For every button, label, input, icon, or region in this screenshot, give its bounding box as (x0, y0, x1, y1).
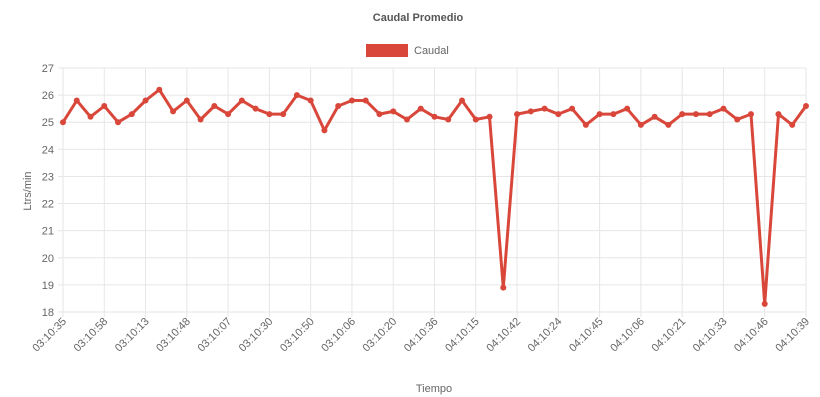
data-point[interactable] (390, 108, 397, 115)
x-tick-label: 04:10:15 (443, 316, 482, 355)
data-point[interactable] (348, 97, 355, 104)
data-point[interactable] (569, 105, 576, 112)
y-tick-label: 25 (42, 117, 54, 129)
data-point[interactable] (293, 92, 300, 99)
data-point[interactable] (514, 111, 521, 118)
data-point[interactable] (403, 116, 410, 123)
data-point[interactable] (624, 105, 631, 112)
data-point[interactable] (527, 108, 534, 115)
data-point[interactable] (665, 121, 672, 128)
data-point[interactable] (128, 111, 135, 118)
y-tick-label: 26 (42, 90, 54, 102)
data-point[interactable] (170, 108, 177, 115)
x-tick-label: 03:10:06 (319, 316, 358, 355)
x-tick-label: 04:10:06 (608, 316, 647, 355)
data-point[interactable] (183, 97, 190, 104)
data-point[interactable] (417, 105, 424, 112)
x-tick-label: 03:10:20 (361, 316, 400, 355)
y-axis-ticks: 18 19 20 21 22 23 24 25 26 27 (42, 63, 54, 319)
y-tick-label: 19 (42, 280, 54, 292)
x-tick-label: 04:10:46 (732, 316, 771, 355)
data-point[interactable] (335, 102, 342, 109)
data-point[interactable] (266, 111, 273, 118)
data-point[interactable] (362, 97, 369, 104)
data-point[interactable] (115, 119, 122, 126)
x-tick-label: 04:10:21 (650, 316, 689, 355)
data-point[interactable] (101, 102, 108, 109)
x-axis-ticks: 03:10:35 03:10:58 03:10:13 03:10:48 03:10:07… (30, 316, 812, 355)
data-point[interactable] (459, 97, 466, 104)
x-axis-title: Tiempo (416, 383, 452, 395)
x-tick-label: 03:10:30 (237, 316, 276, 355)
data-point[interactable] (679, 111, 686, 118)
y-tick-label: 21 (42, 226, 54, 238)
data-point[interactable] (225, 111, 232, 118)
x-tick-label: 04:10:42 (484, 316, 523, 355)
data-point[interactable] (445, 116, 452, 123)
chart-title: Caudal Promedio (373, 12, 464, 24)
x-tick-label: 03:10:13 (113, 316, 152, 355)
data-point[interactable] (637, 121, 644, 128)
x-tick-label: 04:10:39 (773, 316, 812, 355)
y-tick-label: 20 (42, 253, 54, 265)
data-point[interactable] (761, 300, 768, 307)
series-caudal (60, 86, 809, 307)
x-tick-label: 03:10:58 (72, 316, 111, 355)
x-tick-label: 04:10:33 (691, 316, 730, 355)
data-point[interactable] (734, 116, 741, 123)
data-point[interactable] (376, 111, 383, 118)
x-tick-label: 04:10:45 (567, 316, 606, 355)
data-point[interactable] (789, 121, 796, 128)
data-point[interactable] (156, 86, 163, 93)
data-point[interactable] (747, 111, 754, 118)
x-tick-label: 03:10:35 (30, 316, 69, 355)
data-point[interactable] (211, 102, 218, 109)
data-point[interactable] (307, 97, 314, 104)
x-tick-label: 03:10:07 (195, 316, 234, 355)
data-point[interactable] (500, 284, 507, 291)
x-tick-label: 04:10:36 (402, 316, 441, 355)
legend-label-caudal: Caudal (414, 45, 449, 57)
data-point[interactable] (803, 102, 809, 109)
data-point[interactable] (692, 111, 699, 118)
data-point[interactable] (486, 113, 493, 120)
data-point[interactable] (472, 116, 479, 123)
data-point[interactable] (651, 113, 658, 120)
x-tick-label: 03:10:48 (154, 316, 193, 355)
data-point[interactable] (87, 113, 94, 120)
y-tick-label: 22 (42, 199, 54, 211)
data-point[interactable] (197, 116, 204, 123)
data-point[interactable] (73, 97, 80, 104)
data-point[interactable] (321, 127, 328, 134)
y-axis-title: Ltrs/min (22, 171, 34, 210)
data-point[interactable] (142, 97, 149, 104)
y-tick-label: 27 (42, 63, 54, 75)
data-point[interactable] (720, 105, 727, 112)
data-point[interactable] (596, 111, 603, 118)
data-point[interactable] (280, 111, 287, 118)
grid-lines (58, 67, 807, 317)
data-point[interactable] (555, 111, 562, 118)
data-point[interactable] (431, 113, 438, 120)
data-point[interactable] (775, 111, 782, 118)
data-point[interactable] (60, 119, 66, 126)
legend-swatch-caudal[interactable] (366, 44, 408, 57)
data-point[interactable] (610, 111, 617, 118)
y-tick-label: 24 (42, 144, 54, 156)
data-point[interactable] (706, 111, 713, 118)
y-tick-label: 23 (42, 171, 54, 183)
data-point[interactable] (541, 105, 548, 112)
data-point[interactable] (582, 121, 589, 128)
y-tick-label: 18 (42, 307, 54, 319)
data-point[interactable] (238, 97, 245, 104)
data-point[interactable] (252, 105, 259, 112)
x-tick-label: 03:10:50 (278, 316, 317, 355)
x-tick-label: 04:10:24 (526, 316, 565, 355)
